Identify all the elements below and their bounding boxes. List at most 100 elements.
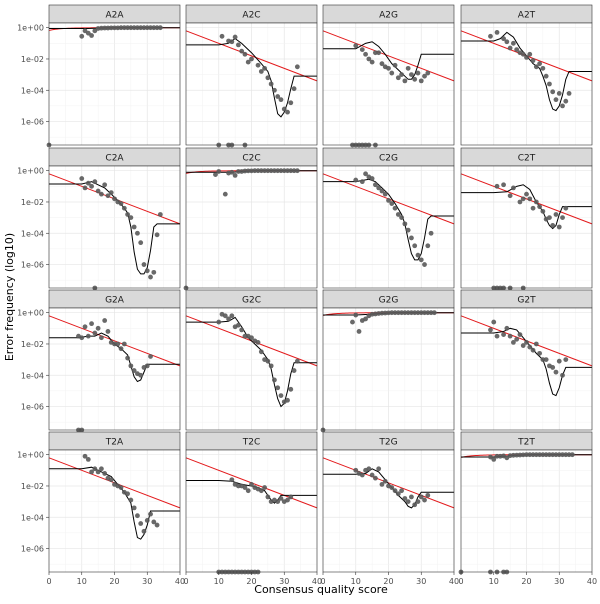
observed-point (412, 243, 418, 249)
panel-G2C: G2C (185, 289, 318, 431)
observed-point (249, 335, 254, 341)
observed-point (138, 240, 144, 246)
observed-point (373, 475, 378, 481)
observed-point (216, 319, 222, 325)
observed-point (95, 469, 101, 475)
panel-border (48, 307, 181, 431)
facet-label: A2T (518, 11, 536, 21)
observed-point (547, 215, 552, 221)
observed-point (135, 513, 140, 519)
observed-point (418, 257, 424, 263)
observed-point (144, 363, 150, 369)
observed-point (422, 262, 427, 267)
observed-point (239, 327, 245, 333)
observed-point (395, 212, 401, 217)
observed-point (294, 168, 300, 174)
observed-point (389, 70, 395, 76)
observed-point (262, 485, 267, 490)
observed-point (281, 106, 287, 112)
observed-point (285, 497, 290, 503)
y-tick-label: 1e+00 (17, 451, 44, 460)
observed-point (530, 58, 536, 63)
observed-point (121, 205, 127, 211)
observed-point (520, 343, 526, 348)
panel-G2G: G2G (320, 289, 455, 433)
x-axis-title: Consensus quality score (254, 583, 388, 596)
observed-point (547, 81, 552, 87)
panel-G2A: G2A 1e-06 1e-04 1e-02 1e+00 (17, 289, 181, 433)
x-tick-label: 30 (279, 577, 289, 586)
observed-point (501, 36, 506, 42)
panel-T2G: T2G 0 10 20 30 40 (320, 431, 459, 586)
observed-point (249, 482, 254, 487)
observed-point (141, 528, 147, 534)
observed-point (405, 227, 411, 233)
observed-point (494, 333, 500, 339)
y-tick-label: 1e+00 (17, 24, 44, 33)
observed-point (272, 87, 277, 93)
observed-point (99, 466, 104, 472)
x-tick-label: 0 (320, 577, 325, 586)
observed-point (386, 198, 391, 203)
observed-point (399, 215, 404, 221)
observed-point (92, 466, 98, 472)
observed-point (524, 340, 529, 345)
observed-point (85, 456, 91, 462)
observed-point (520, 51, 526, 57)
observed-point (540, 65, 546, 71)
observed-point (128, 497, 134, 503)
observed-point (431, 310, 437, 316)
observed-point (563, 205, 569, 211)
observed-point (258, 349, 264, 355)
observed-point (425, 70, 431, 76)
facet-label: A2A (105, 11, 124, 21)
observed-point (524, 55, 529, 60)
observed-point (236, 322, 241, 328)
facet-label: C2T (518, 154, 536, 164)
observed-point (422, 73, 427, 79)
observed-point (229, 313, 235, 319)
observed-point (105, 193, 111, 199)
observed-point (560, 103, 565, 109)
x-tick-label: 30 (142, 577, 152, 586)
observed-point (353, 467, 359, 473)
observed-point (425, 243, 431, 249)
observed-point (409, 494, 414, 500)
observed-point (353, 43, 359, 49)
observed-point (245, 59, 251, 65)
observed-point (148, 274, 153, 280)
observed-point (79, 33, 85, 39)
y-tick-label: 1e-06 (21, 261, 44, 270)
observed-point (494, 29, 500, 35)
observed-point (242, 51, 248, 57)
facet-label: A2C (242, 11, 260, 21)
y-tick-label: 1e-04 (21, 513, 44, 522)
observed-point (533, 64, 539, 70)
observed-point (79, 335, 85, 341)
observed-point (232, 34, 238, 40)
observed-point (395, 75, 401, 81)
observed-point (131, 224, 137, 230)
observed-point (379, 61, 385, 67)
observed-point (412, 76, 418, 82)
observed-point (258, 69, 264, 74)
y-tick-label: 1e-02 (21, 198, 44, 207)
observed-point (537, 350, 542, 356)
observed-point (102, 318, 108, 323)
observed-point (504, 325, 510, 331)
observed-point (389, 201, 395, 206)
observed-point (520, 196, 526, 202)
observed-point (262, 65, 267, 71)
observed-point (504, 39, 510, 45)
observed-point (415, 252, 421, 258)
x-tick-label: 40 (587, 577, 597, 586)
observed-point (491, 319, 497, 325)
observed-point (268, 363, 274, 369)
observed-point (85, 333, 91, 339)
observed-point (373, 182, 378, 188)
observed-point (379, 188, 385, 194)
observed-point (386, 65, 391, 71)
observed-point (507, 333, 513, 339)
observed-point (533, 199, 539, 205)
